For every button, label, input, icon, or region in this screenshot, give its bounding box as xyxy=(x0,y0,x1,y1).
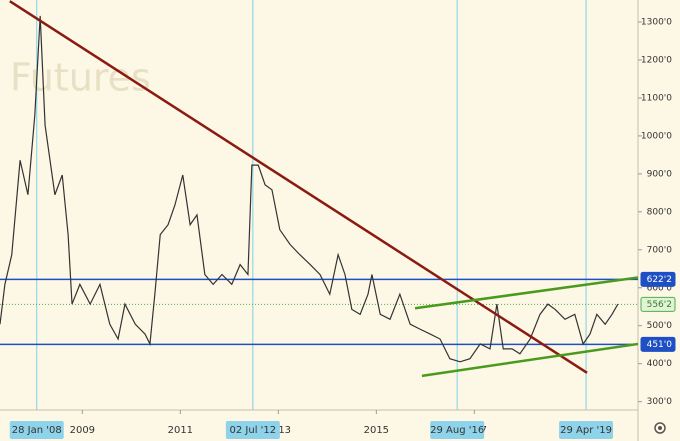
marker-label-box xyxy=(225,421,280,439)
y-tick-label: 1300'0 xyxy=(641,18,672,28)
y-tick-label: 800'0 xyxy=(647,207,673,217)
trendline xyxy=(421,342,639,378)
x-tick-label: 2015 xyxy=(364,425,389,436)
y-tick-label: 400'0 xyxy=(647,359,673,369)
price-label-box xyxy=(640,336,676,352)
trendline xyxy=(414,276,639,310)
y-tick-label: 1100'0 xyxy=(641,93,672,103)
trendline xyxy=(9,0,588,374)
price-label-box xyxy=(640,296,676,312)
y-tick-label: 300'0 xyxy=(647,397,673,407)
marker-label: 29 Apr '19 xyxy=(560,425,612,436)
y-tick-label: 1200'0 xyxy=(641,55,672,65)
marker-label: 29 Aug '16 xyxy=(430,425,484,436)
y-tick-label: 900'0 xyxy=(647,169,673,179)
marker-label: 02 Jul '12 xyxy=(230,425,277,436)
price-label: 451'0 xyxy=(647,340,673,350)
price-label-box xyxy=(640,271,676,287)
marker-label-box xyxy=(9,421,64,439)
settings-icon[interactable] xyxy=(654,422,666,434)
price-label: 622'2 xyxy=(647,275,672,285)
y-tick-label: 600'0 xyxy=(647,283,673,293)
y-tick-label: 1000'0 xyxy=(641,131,672,141)
price-line xyxy=(0,15,619,363)
x-tick-label: 2009 xyxy=(70,425,95,436)
marker-label-box xyxy=(559,421,614,439)
y-tick-label: 700'0 xyxy=(647,245,673,255)
price-label: 556'2 xyxy=(647,300,672,310)
marker-label-box xyxy=(430,421,485,439)
x-tick-label: 2011 xyxy=(168,425,193,436)
y-tick-label: 500'0 xyxy=(647,321,673,331)
marker-label: 28 Jan '08 xyxy=(12,425,62,436)
